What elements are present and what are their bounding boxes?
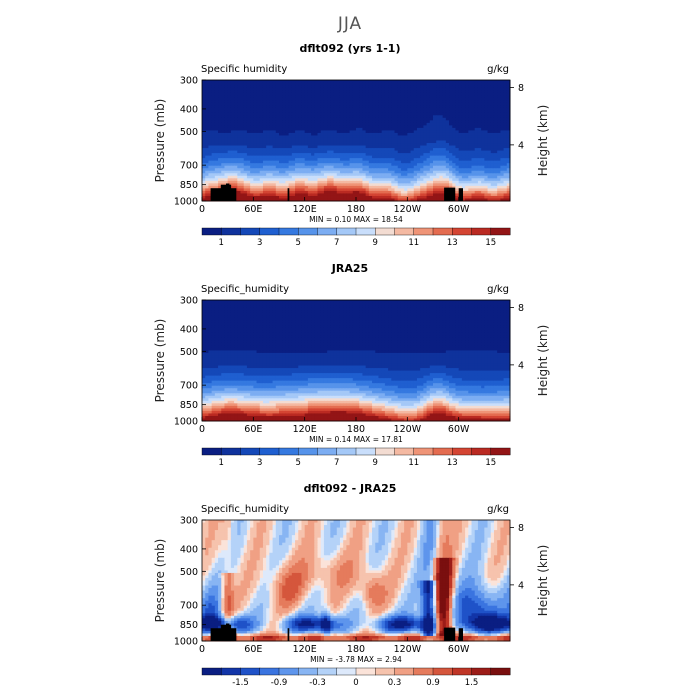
colorbar-label: 9 [373, 458, 378, 468]
y2-tick-label: 8 [518, 83, 524, 94]
x-tick-label: 120W [394, 204, 422, 215]
colorbar-label: 0.9 [426, 678, 440, 688]
colorbar-label: 5 [296, 458, 301, 468]
topography-mask [210, 183, 463, 201]
colorbar-label: -0.9 [271, 678, 288, 688]
x-tick-label: 120W [394, 424, 422, 435]
x-tick-label: 180 [347, 424, 365, 435]
y-tick-label: 700 [180, 601, 198, 612]
field-contours [202, 300, 511, 422]
x-tick-label: 60E [244, 204, 262, 215]
colorbar [201, 227, 511, 236]
colorbar-label: 13 [447, 238, 458, 248]
min-max-stats: MIN = 0.14 MAX = 17.81 [309, 435, 403, 444]
colorbar-label: 5 [296, 238, 301, 248]
field-contours [202, 80, 511, 202]
colorbar-label: 11 [408, 238, 419, 248]
colorbar-label: -1.5 [232, 678, 249, 688]
y-axis-label: Pressure (mb) [153, 539, 167, 623]
y-tick-label: 850 [180, 620, 198, 631]
colorbar-label: 1.5 [465, 678, 479, 688]
panel-1-chart: Specific humidity g/kg3004005007008501000… [153, 64, 550, 248]
y2-axis-label: Height (km) [536, 545, 550, 616]
colorbar-label: 15 [485, 458, 496, 468]
y-tick-label: 700 [180, 381, 198, 392]
y-tick-label: 1000 [174, 417, 198, 428]
page-title: JJA [337, 14, 363, 34]
colorbar-label: 3 [257, 458, 262, 468]
topography-mask [210, 623, 463, 641]
y2-axis-label: Height (km) [536, 325, 550, 396]
variable-label: Specific humidity [201, 64, 287, 75]
y-tick-label: 500 [180, 127, 198, 138]
variable-label: Specific_humidity [201, 504, 289, 515]
y2-tick-label: 8 [518, 523, 524, 534]
y-tick-label: 400 [180, 544, 198, 555]
panel-3-chart: Specific_humidity g/kg3004005007008501000… [153, 504, 550, 688]
units-label: g/kg [487, 504, 509, 515]
y2-tick-label: 4 [518, 580, 524, 591]
x-tick-label: 60W [448, 644, 470, 655]
x-tick-label: 60E [244, 644, 262, 655]
y-axis-label: Pressure (mb) [153, 99, 167, 183]
y-tick-label: 1000 [174, 637, 198, 648]
x-tick-label: 120W [394, 644, 422, 655]
x-tick-label: 180 [347, 644, 365, 655]
colorbar-label: -0.3 [309, 678, 326, 688]
units-label: g/kg [487, 64, 509, 75]
x-tick-label: 0 [199, 644, 205, 655]
min-max-stats: MIN = 0.10 MAX = 18.54 [309, 215, 403, 224]
y-tick-label: 500 [180, 567, 198, 578]
colorbar-label: 1 [219, 458, 224, 468]
panel-1-title: dflt092 (yrs 1-1) [299, 42, 401, 55]
colorbar [201, 447, 511, 456]
x-tick-label: 120E [293, 204, 317, 215]
y-tick-label: 300 [180, 76, 198, 87]
colorbar-label: 13 [447, 458, 458, 468]
colorbar [201, 667, 511, 676]
x-tick-label: 120E [293, 424, 317, 435]
colorbar-label: 15 [485, 238, 496, 248]
y-tick-label: 700 [180, 161, 198, 172]
y-tick-label: 850 [180, 400, 198, 411]
colorbar-label: 11 [408, 458, 419, 468]
x-tick-label: 0 [199, 424, 205, 435]
y-tick-label: 1000 [174, 197, 198, 208]
units-label: g/kg [487, 284, 509, 295]
colorbar-label: 1 [219, 238, 224, 248]
colorbar-label: 7 [334, 458, 339, 468]
variable-label: Specific_humidity [201, 284, 289, 295]
y2-tick-label: 4 [518, 360, 524, 371]
y-tick-label: 300 [180, 296, 198, 307]
colorbar-label: 0.3 [388, 678, 402, 688]
panel-2-chart: Specific_humidity g/kg3004005007008501000… [153, 284, 550, 468]
panel-2-title: JRA25 [331, 262, 369, 275]
y-tick-label: 400 [180, 104, 198, 115]
y-tick-label: 300 [180, 516, 198, 527]
y-tick-label: 500 [180, 347, 198, 358]
colorbar-label: 0 [353, 678, 358, 688]
x-tick-label: 60E [244, 424, 262, 435]
y2-tick-label: 8 [518, 303, 524, 314]
colorbar-label: 7 [334, 238, 339, 248]
colorbar-label: 9 [373, 238, 378, 248]
x-tick-label: 60W [448, 424, 470, 435]
y2-tick-label: 4 [518, 140, 524, 151]
min-max-stats: MIN = -3.78 MAX = 2.94 [310, 655, 402, 664]
x-tick-label: 120E [293, 644, 317, 655]
x-tick-label: 0 [199, 204, 205, 215]
x-tick-label: 60W [448, 204, 470, 215]
panel-3-title: dflt092 - JRA25 [303, 482, 397, 495]
y-axis-label: Pressure (mb) [153, 319, 167, 403]
colorbar-label: 3 [257, 238, 262, 248]
y-tick-label: 850 [180, 180, 198, 191]
y-tick-label: 400 [180, 324, 198, 335]
field-contours [202, 520, 511, 642]
x-tick-label: 180 [347, 204, 365, 215]
y2-axis-label: Height (km) [536, 105, 550, 176]
